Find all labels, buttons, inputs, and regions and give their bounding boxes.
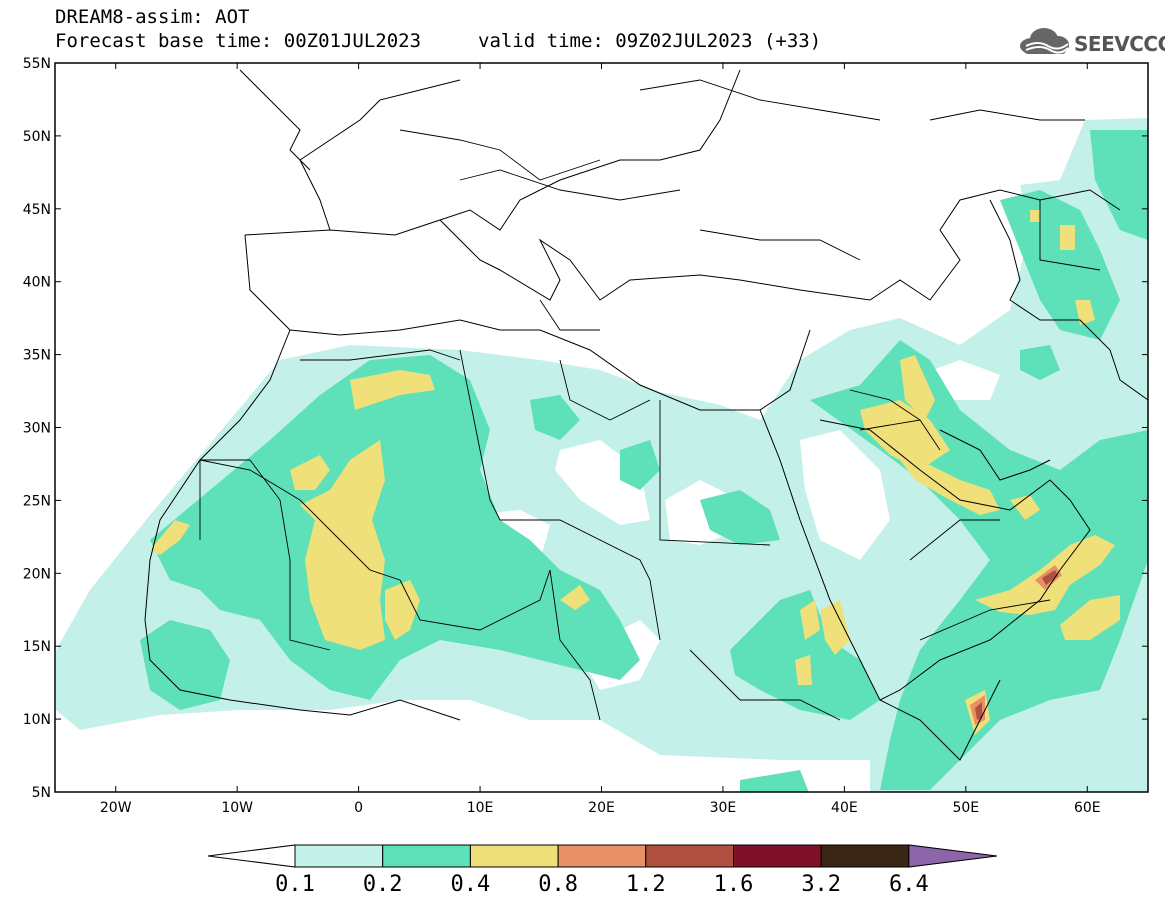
lat-tick-label: 15N: [23, 639, 51, 655]
lon-tick-label: 10W: [221, 800, 253, 816]
base-time-label: Forecast base time: 00Z01JUL2023: [55, 30, 422, 52]
lon-tick-label: 40E: [831, 800, 858, 816]
cloud-icon: [1020, 28, 1069, 54]
colorbar-segment: [645, 844, 734, 868]
lat-tick-label: 40N: [23, 275, 51, 291]
lon-tick-label: 10E: [467, 800, 494, 816]
longitude-axis: 20W 10W 0 10E 20E 30E 40E 50E 60E: [100, 63, 1101, 816]
lat-tick-label: 30N: [23, 421, 51, 437]
colorbar-label: 0.2: [363, 872, 403, 897]
lon-tick-label: 0: [354, 800, 363, 816]
colorbar-segment: [557, 844, 647, 868]
lon-tick-label: 20W: [100, 800, 132, 816]
lat-tick-label: 35N: [23, 348, 51, 364]
lat-tick-label: 50N: [23, 129, 51, 145]
valid-time-label: valid time: 09Z02JUL2023 (+33): [478, 30, 822, 52]
colorbar-label: 0.1: [275, 872, 315, 897]
lat-tick-label: 55N: [23, 56, 51, 72]
aot-band-1.2: [975, 570, 1058, 720]
country-borders: [199, 79, 1101, 721]
colorbar-segment: [820, 844, 910, 868]
colorbar-label: 6.4: [889, 872, 929, 897]
lon-tick-label: 60E: [1074, 800, 1101, 816]
colorbar-label: 0.8: [538, 872, 578, 897]
map-title: DREAM8-assim: AOT: [55, 6, 250, 28]
aot-field: [56, 118, 1148, 792]
lat-tick-label: 45N: [23, 202, 51, 218]
lon-tick-label: 50E: [952, 800, 979, 816]
colorbar-segment: [733, 844, 822, 868]
colorbar-label: 0.4: [451, 872, 491, 897]
colorbar: 0.1 0.2 0.4 0.8 1.2 1.6 3.2 6.4: [207, 844, 997, 897]
seevccc-logo: SEEVCCC: [1018, 26, 1165, 56]
lon-tick-label: 20E: [588, 800, 615, 816]
logo-text: SEEVCCC: [1074, 32, 1165, 56]
colorbar-label: 3.2: [801, 872, 841, 897]
lat-tick-label: 5N: [32, 785, 51, 801]
lat-tick-label: 25N: [23, 493, 51, 509]
colorbar-label: 1.6: [714, 872, 754, 897]
colorbar-segment: [294, 844, 384, 868]
colorbar-label: 1.2: [626, 872, 666, 897]
colorbar-below-arrow: [207, 844, 296, 868]
colorbar-segment: [382, 844, 471, 868]
latitude-axis: 55N 50N 45N 40N 35N 30N 25N 20N 15N 10N 5N: [23, 56, 1148, 801]
lon-tick-label: 30E: [710, 800, 737, 816]
lat-tick-label: 10N: [23, 712, 51, 728]
colorbar-segment: [469, 844, 559, 868]
colorbar-above-arrow: [908, 844, 997, 868]
lat-tick-label: 20N: [23, 566, 51, 582]
coastlines: [144, 69, 1148, 761]
